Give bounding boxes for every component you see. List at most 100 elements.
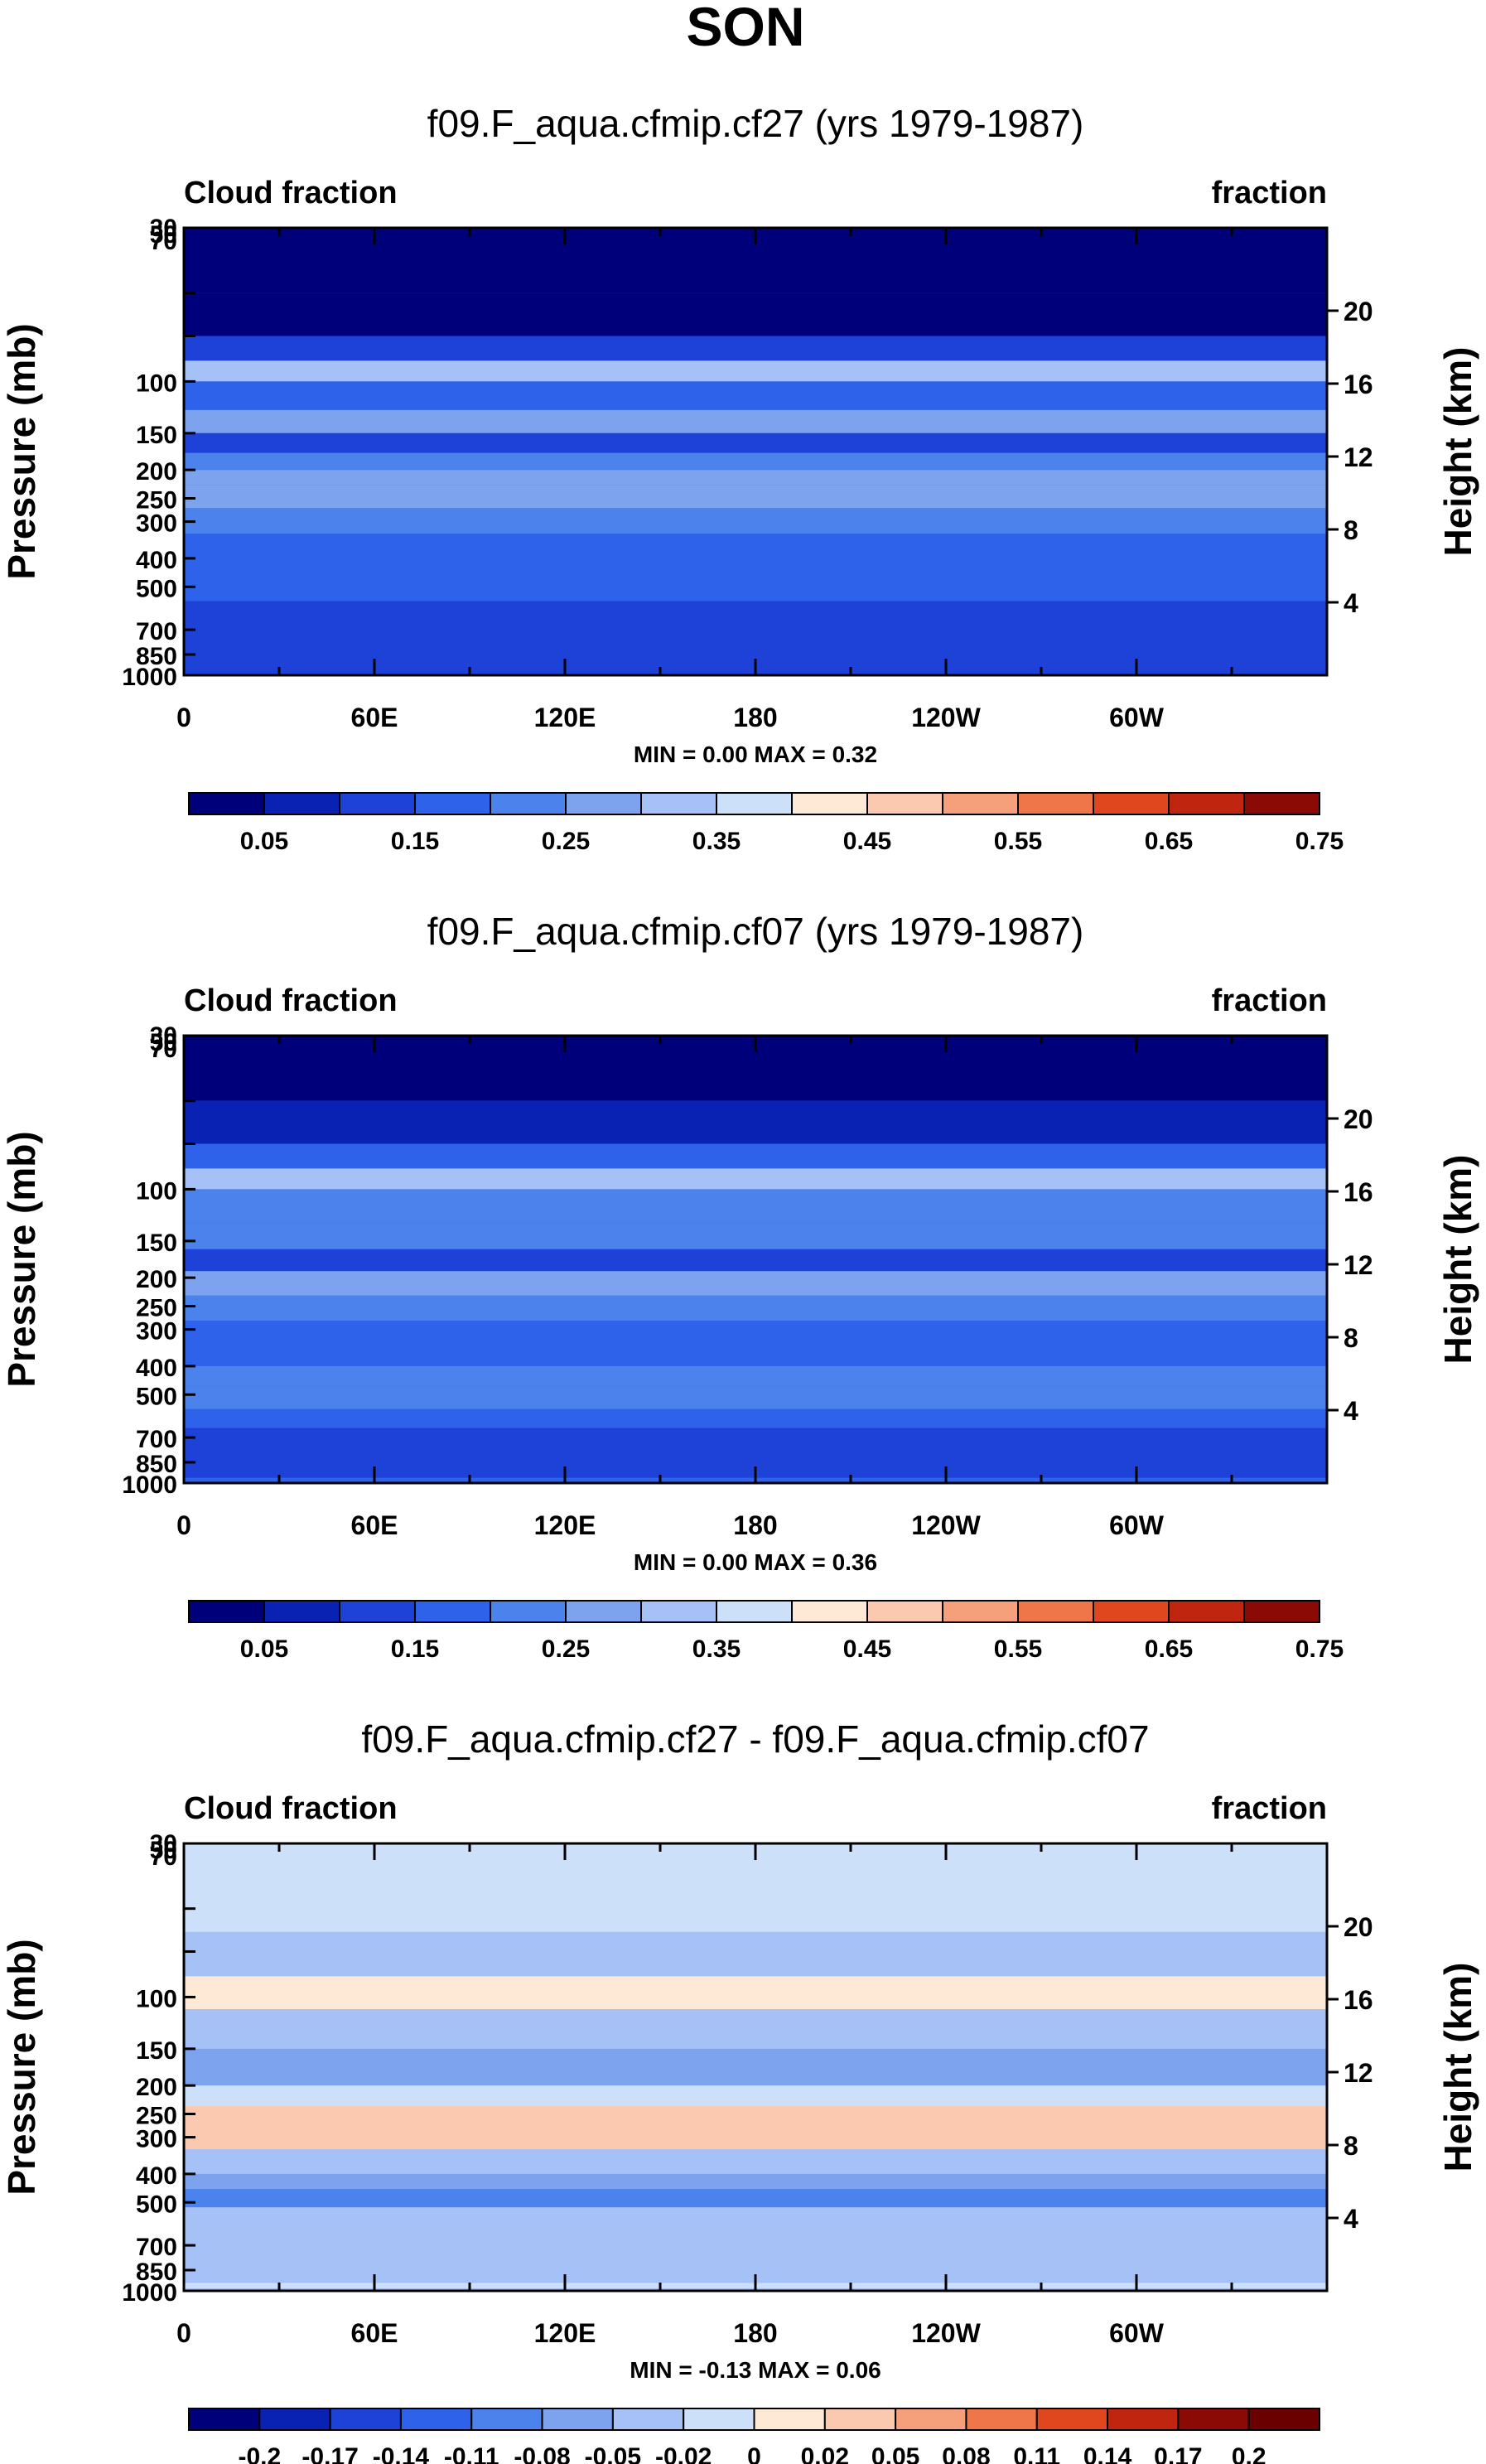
y-axis-title: Pressure (mb): [0, 1939, 43, 2195]
colorbar-box: [263, 1600, 340, 1623]
y-tick-label: 250: [136, 1295, 177, 1322]
colorbar-box: [640, 792, 717, 815]
y-axis-right-title: Height (km): [1436, 347, 1479, 557]
y-tick-label: 200: [136, 2074, 177, 2101]
colorbar-label: 0.25: [542, 1635, 590, 1663]
x-tick-label: 60E: [351, 703, 398, 732]
colorbar-box: [490, 1600, 567, 1623]
y-tick-label: 150: [136, 1230, 177, 1257]
x-tick-label: 120W: [911, 1510, 981, 1540]
contour-band: [184, 360, 1327, 382]
contour-band: [184, 470, 1327, 486]
panel-left-label: Cloud fraction: [184, 1791, 398, 1826]
y-tick-label: 500: [136, 2191, 177, 2218]
panel-2: f09.F_aqua.cfmip.cf07 (yrs 1979-1987) Clo…: [0, 910, 1479, 1663]
panel-3: f09.F_aqua.cfmip.cf27 - f09.F_aqua.cfmip…: [0, 1718, 1479, 2464]
colorbar-box: [716, 1600, 793, 1623]
height-tick-label: 16: [1344, 370, 1373, 399]
contour-band: [184, 2207, 1327, 2283]
colorbar-box: [565, 1600, 642, 1623]
colorbar-box: [541, 2408, 614, 2431]
colorbar-box: [329, 2408, 402, 2431]
height-tick-label: 4: [1344, 2204, 1358, 2234]
colorbar-box: [490, 792, 567, 815]
panel-1: f09.F_aqua.cfmip.cf27 (yrs 1979-1987) Clo…: [0, 102, 1479, 855]
y-tick-label: 500: [136, 1383, 177, 1410]
contour-band: [184, 381, 1327, 410]
colorbar-box: [942, 1600, 1019, 1623]
y-tick-label: 50: [150, 221, 177, 249]
colorbar-box: [640, 1600, 717, 1623]
y-tick-label: 70: [150, 1843, 177, 1871]
contour-band: [184, 534, 1327, 602]
x-tick-label: 0: [176, 2318, 191, 2348]
y-tick-label: 500: [136, 575, 177, 602]
y-tick-label: 200: [136, 1266, 177, 1293]
contour-band: [184, 2173, 1327, 2190]
colorbar-label: 0.14: [1083, 2443, 1132, 2464]
panel-left-label: Cloud fraction: [184, 983, 398, 1018]
colorbar-box: [1035, 2408, 1109, 2431]
contour-band: [184, 2085, 1327, 2106]
y-tick-label: 850: [136, 643, 177, 670]
colorbar-label: 0.75: [1295, 828, 1344, 855]
x-tick-label: 60E: [351, 2318, 398, 2348]
x-tick-label: 0: [176, 1510, 191, 1540]
colorbar-box: [470, 2408, 543, 2431]
colorbar-box: [258, 2408, 331, 2431]
colorbar-label: -0.17: [302, 2443, 358, 2464]
colorbar-box: [683, 2408, 755, 2431]
height-tick-label: 20: [1344, 297, 1373, 326]
contour-band: [184, 1189, 1327, 1223]
colorbar-label: 0.2: [1232, 2443, 1266, 2464]
colorbar-box: [399, 2408, 473, 2431]
contour-band: [184, 508, 1327, 534]
colorbar-label: -0.14: [373, 2443, 430, 2464]
colorbar-label: 0.02: [801, 2443, 849, 2464]
y-tick-label: 700: [136, 618, 177, 645]
colorbar-box: [1168, 792, 1245, 815]
y-tick-label: 250: [136, 2103, 177, 2130]
min-max-text: MIN = -0.13 MAX = 0.06: [630, 2357, 881, 2383]
height-tick-label: 12: [1344, 2058, 1373, 2088]
y-tick-label: 30: [150, 1022, 177, 1050]
colorbar-label: 0.17: [1154, 2443, 1202, 2464]
colorbar-label: -0.11: [444, 2443, 499, 2464]
contour-band: [184, 485, 1327, 509]
colorbar-box: [716, 792, 793, 815]
height-tick-label: 16: [1344, 1985, 1373, 2015]
colorbar-box: [414, 792, 491, 815]
colorbar-box: [263, 792, 340, 815]
contour-band: [184, 1320, 1327, 1366]
y-tick-label: 700: [136, 2234, 177, 2261]
colorbar-label: 0.55: [994, 1635, 1042, 1663]
y-tick-label: 100: [136, 1177, 177, 1205]
contour-band: [184, 1168, 1327, 1190]
colorbar-label: -0.05: [585, 2443, 641, 2464]
min-max-text: MIN = 0.00 MAX = 0.32: [634, 742, 877, 767]
contour-band: [184, 1365, 1327, 1387]
x-tick-label: 60W: [1109, 1510, 1165, 1540]
x-tick-label: 60W: [1109, 2318, 1165, 2348]
colorbar-box: [1168, 1600, 1245, 1623]
panel-right-label: fraction: [1212, 176, 1327, 210]
contour-band: [184, 1931, 1327, 1977]
y-tick-label: 700: [136, 1426, 177, 1453]
x-tick-label: 120E: [534, 1510, 596, 1540]
y-axis-title: Pressure (mb): [0, 323, 43, 579]
colorbar-box: [1243, 1600, 1320, 1623]
y-tick-label: 1000: [122, 664, 177, 691]
y-tick-label: 70: [150, 228, 177, 255]
contour-band: [184, 2105, 1327, 2150]
contour-band: [184, 432, 1327, 453]
colorbar-box: [866, 1600, 943, 1623]
colorbar-label: 0.35: [692, 828, 741, 855]
min-max-text: MIN = 0.00 MAX = 0.36: [634, 1549, 877, 1575]
x-tick-label: 0: [176, 703, 191, 732]
y-tick-label: 400: [136, 547, 177, 574]
colorbar-box: [1177, 2408, 1250, 2431]
y-tick-label: 100: [136, 370, 177, 397]
y-tick-label: 200: [136, 458, 177, 486]
height-tick-label: 8: [1344, 2131, 1358, 2161]
